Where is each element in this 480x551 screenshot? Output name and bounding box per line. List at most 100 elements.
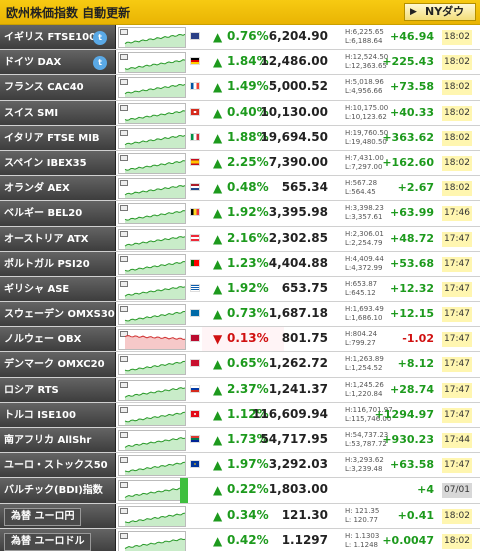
sparkline-chart[interactable] xyxy=(118,77,186,99)
table-row[interactable]: フランス CAC40 ▲ 1.49% 5,000.52 H:5,018.96 L… xyxy=(0,75,480,101)
table-row[interactable]: ユーロ・ストックス50 ▲ 1.97% 3,292.03 H:3,293.62 … xyxy=(0,453,480,479)
chart-expand-icon[interactable] xyxy=(120,381,128,388)
chart-expand-icon[interactable] xyxy=(120,280,128,287)
twitter-icon[interactable]: t xyxy=(93,31,107,45)
table-row[interactable]: イタリア FTSE MIB ▲ 1.88% 19,694.50 H:19,760… xyxy=(0,125,480,151)
chart-expand-icon[interactable] xyxy=(120,104,128,111)
table-row[interactable]: スウェーデン OMXS30 ▲ 0.73% 1,687.18 H:1,693.4… xyxy=(0,302,480,328)
table-row[interactable]: バルチック(BDI)指数 ▲ 0.22% 1,803.00 +4 07/01 xyxy=(0,478,480,504)
chart-expand-icon[interactable] xyxy=(120,54,128,61)
chart-expand-icon[interactable] xyxy=(120,255,128,262)
index-name-cell[interactable]: 為替 ユーロ円 xyxy=(0,503,116,528)
table-row[interactable]: ベルギー BEL20 ▲ 1.92% 3,395.98 H:3,398.23 L… xyxy=(0,201,480,227)
up-arrow-icon: ▲ xyxy=(213,357,223,372)
chart-expand-icon[interactable] xyxy=(120,406,128,413)
index-name-cell[interactable]: ポルトガル PSI20 xyxy=(0,251,116,276)
index-name-cell[interactable]: ドイツ DAX t xyxy=(0,50,116,75)
index-name-cell[interactable]: スウェーデン OMXS30 xyxy=(0,302,116,327)
index-name-cell[interactable]: 為替 ユーロドル xyxy=(0,528,116,551)
high-value: H:54,737.23 xyxy=(345,431,389,439)
sparkline-chart[interactable] xyxy=(118,505,186,527)
chart-expand-icon[interactable] xyxy=(120,129,128,136)
sparkline-chart[interactable] xyxy=(118,102,186,124)
sparkline-chart[interactable] xyxy=(118,52,186,74)
point-change: +53.68 xyxy=(389,256,434,270)
index-name-cell[interactable]: トルコ ISE100 xyxy=(0,402,116,427)
flag-icon-za xyxy=(190,435,200,443)
sparkline-chart[interactable] xyxy=(118,379,186,401)
chart-expand-icon[interactable] xyxy=(120,306,128,313)
point-change: +8.12 xyxy=(397,357,434,371)
index-name-cell[interactable]: スペイン IBEX35 xyxy=(0,150,116,176)
index-name-cell[interactable]: バルチック(BDI)指数 xyxy=(0,478,116,503)
sparkline-chart[interactable] xyxy=(118,152,186,174)
sparkline-chart[interactable] xyxy=(118,304,186,326)
high-low: H:1,263.89 L:1,254.52 xyxy=(345,355,384,373)
price-cell: 565.34 xyxy=(246,176,332,200)
index-name-cell[interactable]: ロシア RTS xyxy=(0,377,116,402)
sparkline-chart[interactable] xyxy=(118,530,186,551)
sparkline-chart[interactable] xyxy=(118,455,186,477)
sparkline-chart[interactable] xyxy=(118,253,186,275)
table-row[interactable]: イギリス FTSE100 t ▲ 0.76% 6,204.90 H:6,225.… xyxy=(0,25,480,51)
table-row[interactable]: オーストリア ATX ▲ 2.16% 2,302.85 H:2,306.01 L… xyxy=(0,226,480,252)
sparkline-chart[interactable] xyxy=(118,480,186,502)
index-name-cell[interactable]: フランス CAC40 xyxy=(0,75,116,100)
table-row[interactable]: オランダ AEX ▲ 0.48% 565.34 H:567.28 L:564.4… xyxy=(0,176,480,202)
table-row[interactable]: スイス SMI ▲ 0.40% 10,130.00 H:10,175.00 L:… xyxy=(0,100,480,126)
chart-expand-icon[interactable] xyxy=(120,79,128,86)
sparkline-chart[interactable] xyxy=(118,430,186,451)
chart-expand-icon[interactable] xyxy=(120,154,128,161)
table-row[interactable]: スペイン IBEX35 ▲ 2.25% 7,390.00 H:7,431.00 … xyxy=(0,150,480,177)
percent-cell: ▲ 0.48% xyxy=(202,176,284,200)
index-name-cell[interactable]: スイス SMI xyxy=(0,100,116,125)
sparkline-chart[interactable] xyxy=(118,203,186,225)
sparkline-chart[interactable] xyxy=(118,354,186,376)
index-name-cell[interactable]: イタリア FTSE MIB xyxy=(0,125,116,150)
price-cell: 5,000.52 xyxy=(246,75,332,99)
sparkline-chart[interactable] xyxy=(118,127,186,149)
table-row[interactable]: ギリシャ ASE ▲ 1.92% 653.75 H:653.87 L:645.1… xyxy=(0,276,480,303)
index-name-cell[interactable]: ノルウェー OBX xyxy=(0,327,116,352)
table-row[interactable]: 為替 ユーロドル ▲ 0.42% 1.1297 H: 1.1303 L: 1.1… xyxy=(0,528,480,551)
sparkline-chart[interactable] xyxy=(118,228,186,250)
table-row[interactable]: トルコ ISE100 ▲ 1.12% 116,609.94 H:116,701.… xyxy=(0,402,480,428)
chart-expand-icon[interactable] xyxy=(120,482,128,489)
index-name-cell[interactable]: ユーロ・ストックス50 xyxy=(0,453,116,478)
sparkline-svg xyxy=(124,134,185,148)
table-row[interactable]: ノルウェー OBX ▼ 0.13% 801.75 H:804.24 L:799.… xyxy=(0,327,480,353)
chart-expand-icon[interactable] xyxy=(120,457,128,464)
table-row[interactable]: 為替 ユーロ円 ▲ 0.34% 121.30 H: 121.35 L: 120.… xyxy=(0,503,480,529)
table-row[interactable]: ロシア RTS ▲ 2.37% 1,241.37 H:1,245.26 L:1,… xyxy=(0,377,480,403)
chart-expand-icon[interactable] xyxy=(120,230,128,237)
update-time: 17:47 xyxy=(442,458,472,474)
table-row[interactable]: 南アフリカ AllShr ▲ 1.73% 54,717.95 H:54,737.… xyxy=(0,428,480,454)
percent-cell: ▲ 0.34% xyxy=(202,504,284,528)
chart-expand-icon[interactable] xyxy=(120,29,128,35)
sparkline-chart[interactable] xyxy=(118,329,186,351)
table-row[interactable]: ドイツ DAX t ▲ 1.84% 12,486.00 H:12,524.50 … xyxy=(0,50,480,76)
index-name-cell[interactable]: デンマーク OMXC20 xyxy=(0,352,116,377)
sparkline-chart[interactable] xyxy=(118,278,186,300)
chart-expand-icon[interactable] xyxy=(120,180,128,187)
table-row[interactable]: デンマーク OMXC20 ▲ 0.65% 1,262.72 H:1,263.89… xyxy=(0,352,480,378)
chart-expand-icon[interactable] xyxy=(120,356,128,363)
chart-expand-icon[interactable] xyxy=(120,507,128,514)
chart-expand-icon[interactable] xyxy=(120,532,128,539)
twitter-icon[interactable]: t xyxy=(93,56,107,71)
index-name-cell[interactable]: ギリシャ ASE xyxy=(0,276,116,302)
index-name-cell[interactable]: オランダ AEX xyxy=(0,176,116,201)
chart-expand-icon[interactable] xyxy=(120,432,128,438)
index-name-cell[interactable]: ベルギー BEL20 xyxy=(0,201,116,226)
chart-expand-icon[interactable] xyxy=(120,205,128,212)
index-name-cell[interactable]: イギリス FTSE100 t xyxy=(0,25,116,50)
sparkline-chart[interactable] xyxy=(118,178,186,200)
percent-cell: ▲ 0.40% xyxy=(202,101,284,125)
ny-dow-button[interactable]: ▶ NYダウ xyxy=(404,3,476,21)
index-name-cell[interactable]: 南アフリカ AllShr xyxy=(0,428,116,453)
chart-expand-icon[interactable] xyxy=(120,331,128,338)
sparkline-chart[interactable] xyxy=(118,27,186,48)
sparkline-chart[interactable] xyxy=(118,404,186,426)
index-name-cell[interactable]: オーストリア ATX xyxy=(0,226,116,251)
table-row[interactable]: ポルトガル PSI20 ▲ 1.23% 4,404.88 H:4,409.44 … xyxy=(0,251,480,277)
